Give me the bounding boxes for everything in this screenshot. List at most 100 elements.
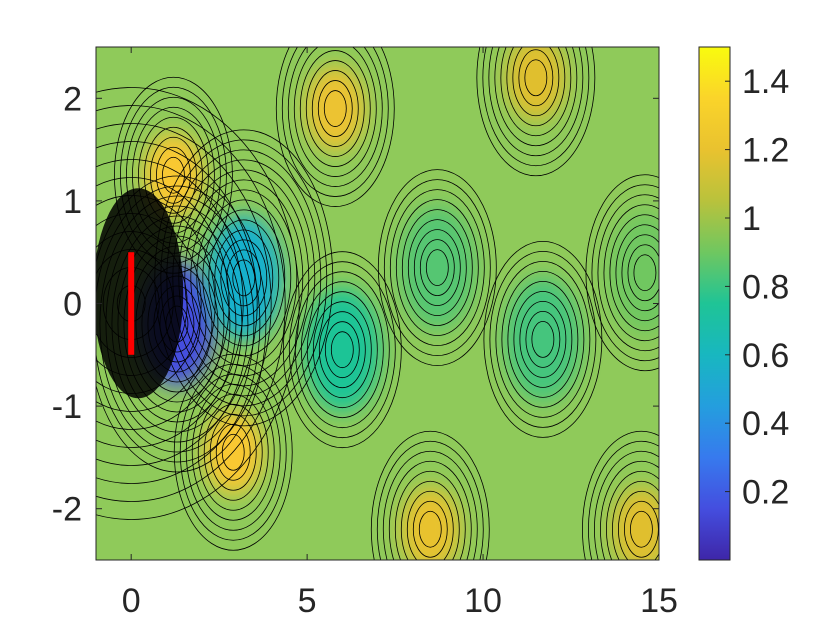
contour-line (525, 311, 561, 368)
contour-line (518, 49, 554, 107)
contour-line (96, 141, 258, 466)
contour-line (501, 271, 585, 408)
contour-line (105, 205, 249, 443)
contour-line (96, 231, 188, 376)
field-feature (305, 66, 366, 151)
x-axis: 0 5 10 15 (122, 47, 678, 620)
contour-line (388, 460, 472, 560)
contour-line (299, 50, 371, 167)
contour-line (407, 219, 467, 316)
contour-line (476, 47, 596, 177)
field-feature (205, 215, 282, 340)
y-tick-label: 2 (63, 80, 82, 118)
contour-line (96, 159, 244, 448)
contour-line (482, 47, 590, 167)
contour-line (281, 47, 389, 197)
y-tick-label: 0 (63, 286, 82, 324)
contour-line (594, 450, 659, 560)
contour-line (144, 126, 203, 224)
contour-line (318, 311, 366, 389)
contour-line (531, 321, 555, 358)
contour-line (166, 149, 322, 407)
contour-line (624, 500, 659, 558)
contour-line (114, 76, 233, 274)
contour-line (621, 234, 659, 312)
contour-line (519, 301, 567, 378)
colorbar-tick-label: 0.8 (742, 268, 789, 306)
contour-line (376, 440, 484, 560)
contour-line (612, 480, 659, 560)
contour-line (425, 249, 449, 286)
dense-contour-region (96, 188, 184, 399)
contour-line (312, 301, 372, 399)
y-tick-label: -1 (52, 388, 82, 426)
colorbar-tick-label: 1 (742, 200, 761, 238)
contour-line (311, 70, 359, 147)
contour-line (395, 199, 479, 336)
contour-line (630, 510, 653, 548)
contour-line (197, 393, 269, 511)
contour-line (215, 423, 251, 481)
contour-line (419, 239, 455, 296)
contour-line (389, 189, 485, 346)
contour-line (173, 353, 293, 551)
contour-line (305, 60, 365, 157)
contour-line (627, 244, 659, 302)
colorbar: 0.2 0.4 0.6 0.8 1 1.2 1.4 (698, 46, 789, 561)
contour-line (141, 265, 213, 383)
field-feature (304, 287, 381, 412)
contour-line (120, 86, 227, 264)
contour-line (600, 460, 659, 560)
contour-line (282, 251, 402, 449)
contour-line (615, 224, 659, 322)
contour-line (150, 136, 197, 214)
contour-line (606, 470, 659, 560)
contour-line (162, 156, 185, 194)
x-tick-label: 0 (122, 582, 141, 620)
contour-line (293, 47, 377, 177)
contour-line (413, 229, 461, 306)
contour-line (488, 47, 584, 157)
contour-line (179, 363, 287, 541)
contour-line (394, 470, 466, 560)
contour-line (603, 204, 659, 342)
colorbar-gradient (698, 46, 731, 561)
contour-line (154, 129, 334, 427)
contour-line (96, 177, 230, 430)
contour-line (156, 146, 191, 204)
contour-line (512, 47, 560, 117)
contour-line (96, 195, 216, 412)
field-feature (143, 133, 204, 218)
colorbar-tick-label: 1.2 (742, 132, 789, 170)
contour-line (406, 490, 454, 560)
contour-line (275, 47, 395, 207)
contour-line (618, 490, 659, 560)
x-tick-label: 10 (464, 582, 502, 620)
contour-line (96, 105, 286, 502)
contour-line (370, 430, 490, 560)
contour-line (132, 106, 215, 244)
colorbar-ticks: 0.2 0.4 0.6 0.8 1 1.2 1.4 (725, 63, 789, 512)
contour-line (288, 261, 396, 439)
contour-line (513, 291, 573, 388)
contour-line (323, 90, 347, 127)
contour-line (633, 254, 657, 292)
colorbar-tick-label: 0.4 (742, 405, 789, 443)
contour-line (185, 373, 281, 531)
y-tick-label: 1 (63, 183, 82, 221)
contour-line (191, 383, 275, 521)
contour-line (585, 174, 659, 372)
contour-line (172, 159, 316, 397)
contour-line (401, 209, 473, 326)
contour-line (306, 291, 378, 409)
y-axis: -2 -1 0 1 2 (52, 80, 659, 529)
contour-lines (96, 47, 659, 560)
contour-line (160, 139, 328, 417)
contour-line (221, 433, 245, 471)
contour-line (232, 259, 256, 297)
contour-line (126, 96, 221, 254)
contour-line (96, 175, 267, 473)
contour-line (412, 500, 448, 558)
field-feature (505, 47, 566, 120)
contour-line (96, 185, 261, 463)
